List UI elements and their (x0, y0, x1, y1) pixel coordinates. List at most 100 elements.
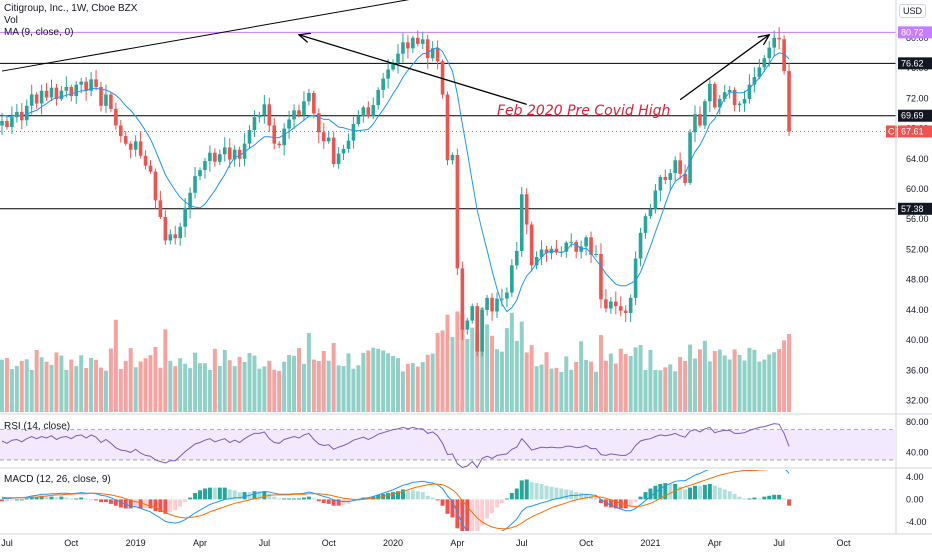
macd-histogram-bar (54, 497, 59, 500)
time-tick-label: Oct (836, 538, 851, 548)
candle-body (604, 299, 608, 309)
macd-histogram-bar (257, 491, 262, 500)
signal-line (1, 470, 769, 530)
macd-histogram-bar (519, 480, 524, 500)
time-tick-label: Oct (322, 538, 337, 548)
candle-body (470, 306, 475, 321)
volume-bar (94, 359, 99, 412)
candle-body (747, 84, 752, 100)
candle-body (99, 86, 103, 106)
macd-histogram-bar (564, 489, 569, 500)
price-tick-label: 48.00 (906, 275, 929, 285)
macd-histogram-bar (430, 497, 435, 500)
candle-body (485, 297, 489, 310)
volume-bar (168, 360, 173, 412)
candle-body (282, 128, 286, 146)
macd-histogram-bar (777, 494, 782, 500)
candle-body (39, 90, 44, 104)
candle-body (84, 81, 88, 91)
time-tick-label: Jul (773, 538, 785, 548)
volume-bar (613, 363, 618, 412)
candle-body (232, 149, 237, 160)
candle-body (198, 170, 202, 177)
chart-legend: Citigroup, Inc., 1W, Cboe BZX Vol MA (9,… (4, 3, 137, 39)
macd-histogram-bar (391, 492, 396, 500)
price-label-badge-box (886, 125, 897, 138)
candle-body (445, 94, 450, 161)
macd-histogram-bar (188, 497, 193, 500)
volume-bar (143, 358, 148, 412)
volume-bar (297, 348, 301, 412)
ma-label: MA (9, close, 0) (4, 27, 74, 38)
time-tick-label: Jul (516, 538, 528, 548)
volume-bar (4, 357, 9, 412)
candle-body (416, 37, 420, 44)
volume-bar (529, 345, 534, 412)
candle-body (133, 141, 138, 150)
volume-bar (14, 365, 19, 412)
volume-bar (584, 360, 589, 412)
volume-bar (9, 369, 14, 412)
volume-bar (277, 370, 282, 412)
macd-histogram-bar (133, 499, 138, 508)
rsi-tick-label: 40.00 (906, 447, 929, 457)
currency-badge[interactable]: USD (898, 4, 926, 18)
candle-body (15, 111, 19, 118)
volume-bar (603, 360, 608, 412)
price-tick-label: 44.00 (906, 305, 929, 315)
volume-bar (366, 350, 371, 412)
macd-histogram-bar (386, 493, 391, 500)
rsi-label: RSI (14, close) (4, 421, 71, 432)
macd-histogram-bar (39, 495, 44, 500)
macd-histogram-bar (34, 496, 39, 500)
candle-body (539, 249, 544, 258)
macd-histogram-bar (787, 499, 792, 506)
candle-body (44, 90, 49, 98)
macd-histogram-bar (222, 487, 227, 500)
candle-body (54, 87, 59, 100)
volume-bar (331, 343, 336, 412)
candle-body (366, 107, 371, 117)
candle-body (163, 216, 168, 241)
candle-body (772, 37, 776, 48)
volume-bar (386, 353, 391, 412)
volume-bar (574, 361, 579, 412)
macd-histogram-bar (123, 499, 128, 509)
candle-body (643, 216, 648, 233)
macd-histogram-bar (549, 486, 554, 500)
candle-body (584, 237, 588, 247)
macd-histogram-bar (712, 485, 717, 500)
volume-bar (539, 364, 544, 412)
volume-bar (301, 363, 306, 412)
candle-body (569, 241, 574, 243)
candle-body (148, 165, 153, 172)
volume-bar (499, 351, 504, 412)
macd-histogram-bar (737, 496, 742, 500)
volume-bar (212, 348, 217, 412)
candle-body (752, 77, 757, 85)
candle-body (287, 119, 291, 129)
volume-bar (623, 354, 628, 412)
volume-bar (569, 369, 574, 412)
candle-body (114, 108, 118, 126)
volume-bar (24, 359, 29, 412)
candle-body (693, 114, 697, 133)
volume-bar (707, 361, 712, 412)
candle-body (703, 101, 707, 126)
macd-histogram-bar (465, 499, 470, 531)
candle-body (425, 39, 430, 59)
macd-histogram-bar (297, 498, 301, 500)
candle-body (406, 42, 410, 49)
volume-bar (683, 361, 688, 412)
volume-bar (598, 335, 603, 412)
volume-bar (504, 328, 509, 412)
candle-body (732, 89, 737, 106)
volume-bar (693, 358, 697, 412)
volume-bar (752, 349, 757, 412)
price-label-text: 57.38 (901, 204, 924, 214)
macd-histogram-bar (282, 498, 287, 500)
macd-histogram-bar (495, 499, 499, 508)
candle-body (297, 110, 301, 115)
